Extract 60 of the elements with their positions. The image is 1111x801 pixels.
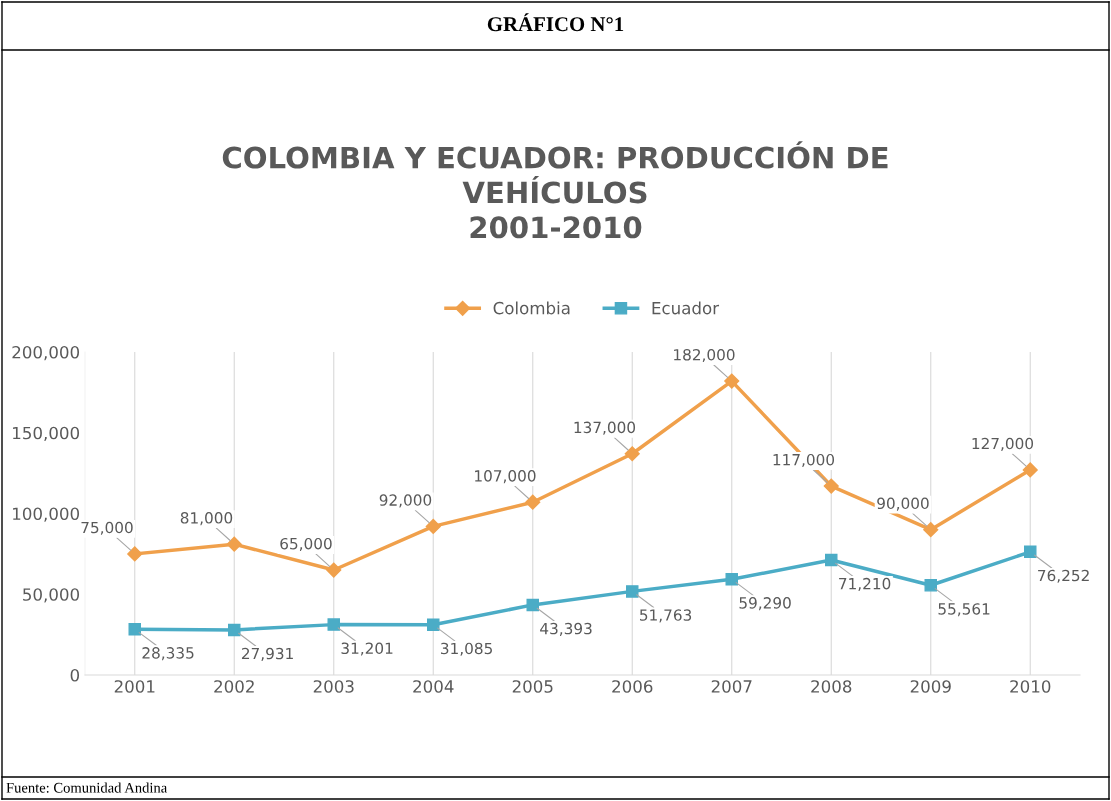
y-tick-label: 200,000 xyxy=(12,345,80,361)
x-tick-label: 2004 xyxy=(413,680,454,693)
x-tick-label: 2006 xyxy=(612,680,653,693)
data-label: 43,393 xyxy=(540,622,592,636)
x-tick-label: 2008 xyxy=(811,680,852,693)
y-tick-label: 0 xyxy=(70,668,80,682)
legend-label: Colombia xyxy=(493,301,570,315)
point xyxy=(426,618,440,632)
point xyxy=(1022,462,1038,478)
x-tick-label: 2002 xyxy=(214,680,254,693)
x-tick-label: 2010 xyxy=(1010,680,1051,693)
data-label: 59,290 xyxy=(739,597,791,611)
data-label: 137,000 xyxy=(574,421,636,435)
point xyxy=(923,522,939,538)
data-label: 75,000 xyxy=(81,521,133,535)
point xyxy=(824,553,838,567)
data-label: 55,561 xyxy=(938,603,990,617)
data-label: 71,210 xyxy=(839,577,891,591)
point xyxy=(924,579,938,592)
data-label: 182,000 xyxy=(674,348,735,363)
y-tick-label: 150,000 xyxy=(13,426,80,442)
point xyxy=(525,494,541,510)
data-label: 28,335 xyxy=(142,647,194,661)
point xyxy=(625,585,639,598)
data-label: 92,000 xyxy=(379,494,432,508)
data-label: 127,000 xyxy=(972,437,1034,451)
data-label: 27,931 xyxy=(241,647,293,661)
point xyxy=(526,598,540,612)
data-label: 51,763 xyxy=(640,609,692,623)
x-tick-label: 2003 xyxy=(313,680,354,693)
y-tick-label: 50,000 xyxy=(23,588,80,603)
x-tick-label: 2007 xyxy=(711,680,752,693)
point xyxy=(425,518,441,534)
data-label: 31,085 xyxy=(441,642,492,656)
legend-label: Ecuador xyxy=(652,301,720,315)
source-note: Fuente: Comunidad Andina xyxy=(6,782,168,793)
data-label: 117,000 xyxy=(773,453,835,468)
data-label: 65,000 xyxy=(280,537,332,552)
point xyxy=(724,373,740,389)
point xyxy=(725,572,739,586)
x-tick-label: 2001 xyxy=(114,680,155,693)
point xyxy=(326,562,342,578)
data-label: 107,000 xyxy=(475,470,536,484)
point xyxy=(823,478,839,494)
chart-title: GRÁFICO N°1 xyxy=(487,13,624,32)
point xyxy=(327,618,341,631)
point xyxy=(226,536,242,552)
point xyxy=(127,546,143,562)
data-label: 81,000 xyxy=(180,512,233,526)
point xyxy=(128,622,142,636)
x-tick-label: 2005 xyxy=(512,680,553,693)
point xyxy=(227,623,241,637)
chart-subtitle: COLOMBIA Y ECUADOR: PRODUCCIÓN DE VEHÍCULOS 2001-2010 xyxy=(222,141,888,239)
y-tick-label: 100,000 xyxy=(13,507,80,522)
x-tick-label: 2009 xyxy=(910,680,951,693)
data-label: 76,252 xyxy=(1038,569,1089,583)
data-label: 31,201 xyxy=(341,642,393,656)
point xyxy=(624,446,640,462)
point xyxy=(1023,545,1037,559)
data-label: 90,000 xyxy=(877,497,929,511)
